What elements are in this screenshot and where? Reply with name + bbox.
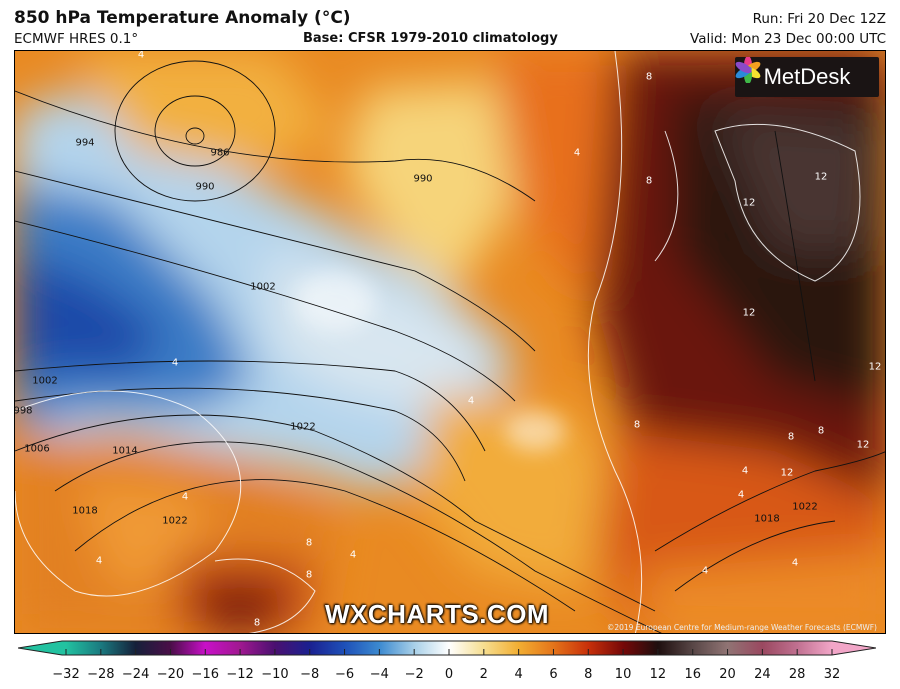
isobar-label: 1006	[24, 443, 50, 455]
colorbar-tick-label: 8	[584, 667, 593, 682]
anomaly-label: 4	[741, 465, 749, 477]
anomaly-label: 4	[573, 147, 581, 159]
anomaly-label: 4	[737, 489, 745, 501]
colorbar-tick-label: −4	[369, 667, 389, 682]
isobar-label: 1018	[754, 513, 780, 525]
logo-text: MetDesk	[763, 64, 851, 89]
colorbar-tick-label: 20	[719, 667, 736, 682]
anomaly-label: 4	[137, 50, 145, 61]
run-time: Run: Fri 20 Dec 12Z	[752, 11, 886, 27]
anomaly-label: 4	[701, 565, 709, 577]
colorbar-tick-label: 16	[684, 667, 701, 682]
colorbar-tick-label: 32	[823, 667, 841, 682]
anomaly-label: 8	[253, 617, 261, 629]
colorbar-tick-label: −28	[87, 667, 115, 682]
anomaly-label: 4	[349, 549, 357, 561]
colorbar-tick-label: −12	[226, 667, 254, 682]
isobar-label: 986	[210, 147, 230, 159]
isobar-label: 994	[75, 137, 95, 149]
anomaly-label: 12	[856, 439, 870, 451]
valid-time: Valid: Mon 23 Dec 00:00 UTC	[690, 31, 886, 47]
colorbar-tick-label: −32	[52, 667, 80, 682]
copyright: ©2019 European Centre for Medium-range W…	[606, 623, 877, 632]
colorbar-tick-label: −10	[261, 667, 289, 682]
isobar-label: 1002	[32, 375, 58, 387]
colorbar-tick-label: −2	[404, 667, 424, 682]
metdesk-flower-icon	[735, 57, 761, 83]
isobar-label: 1018	[72, 505, 98, 517]
colorbar-gradient	[18, 640, 876, 656]
isobar-label: 1022	[792, 501, 818, 513]
anomaly-field	[15, 51, 885, 633]
colorbar	[18, 640, 876, 656]
anomaly-label: 8	[645, 175, 653, 187]
isobar-label: 990	[413, 173, 433, 185]
isobar-label: 1022	[290, 421, 316, 433]
colorbar-tick-label: 2	[479, 667, 488, 682]
colorbar-tick-label: 10	[614, 667, 632, 682]
anomaly-contours	[15, 51, 861, 633]
isobar-label: 1014	[112, 445, 138, 457]
colorbar-tick-label: 24	[754, 667, 771, 682]
anomaly-label: 12	[742, 307, 756, 319]
anomaly-label: 8	[305, 569, 313, 581]
colorbar-tick-label: −24	[121, 667, 150, 682]
colorbar-tick-label: −16	[191, 667, 219, 682]
colorbar-tick-label: −8	[300, 667, 320, 682]
anomaly-label: 8	[633, 419, 641, 431]
anomaly-label: 12	[742, 197, 756, 209]
colorbar-tick-label: 28	[788, 667, 806, 682]
isobar-label: 998	[14, 405, 33, 417]
base-climatology-label: Base: CFSR 1979-2010 climatology	[303, 31, 558, 46]
isobar-label: 1002	[250, 281, 276, 293]
anomaly-label: 12	[868, 361, 882, 373]
anomaly-label: 8	[787, 431, 795, 443]
anomaly-label: 8	[817, 425, 825, 437]
anomaly-map: 994 986 990 990 1002 1002 998 1006 1014 …	[14, 50, 886, 634]
chart-title: 850 hPa Temperature Anomaly (°C)	[14, 8, 351, 28]
isobar-label: 1022	[162, 515, 188, 527]
anomaly-label: 12	[780, 467, 794, 479]
model-label: ECMWF HRES 0.1°	[14, 31, 139, 47]
anomaly-label: 8	[305, 537, 313, 549]
colorbar-tick-label: 12	[649, 667, 667, 682]
colorbar-tick-label: −6	[334, 667, 355, 682]
anomaly-label: 4	[95, 555, 103, 567]
colorbar-tick-label: 6	[549, 667, 558, 682]
anomaly-label: 4	[171, 357, 179, 369]
anomaly-label: 4	[791, 557, 799, 569]
anomaly-label: 8	[645, 71, 653, 83]
watermark: WXCHARTS.COM	[325, 599, 550, 629]
colorbar-tick-label: −20	[156, 667, 185, 682]
anomaly-label: 4	[467, 395, 475, 407]
colorbar-tick-label: 4	[514, 667, 523, 682]
isobar-label: 990	[195, 181, 215, 193]
metdesk-logo: MetDesk	[735, 57, 879, 97]
colorbar-tick-label: 0	[444, 667, 454, 682]
anomaly-label: 12	[814, 171, 828, 183]
anomaly-label: 4	[181, 491, 189, 503]
